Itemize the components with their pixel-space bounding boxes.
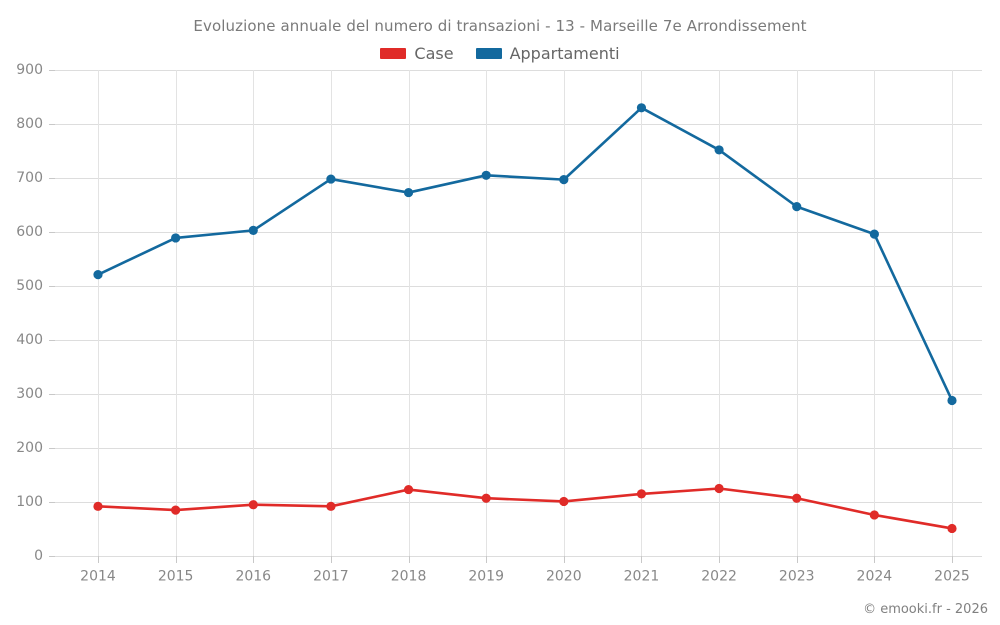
data-point-case-2014[interactable] — [93, 501, 103, 511]
y-axis-tick-label: 500 — [16, 278, 43, 294]
legend-label-appartamenti: Appartamenti — [509, 44, 620, 63]
y-axis-tick-label: 600 — [16, 224, 43, 240]
x-axis-tick-label: 2020 — [546, 569, 582, 585]
y-axis-tick-label: 300 — [16, 386, 43, 402]
data-point-appartamenti-2022[interactable] — [714, 145, 724, 155]
x-axis-tick-label: 2024 — [857, 569, 893, 585]
data-point-appartamenti-2014[interactable] — [93, 270, 103, 280]
data-point-case-2025[interactable] — [947, 523, 957, 534]
data-point-case-2024[interactable] — [869, 510, 879, 520]
data-point-case-2019[interactable] — [481, 493, 491, 503]
x-axis-tick-label: 2014 — [80, 569, 116, 585]
data-point-appartamenti-2015[interactable] — [171, 233, 181, 243]
data-point-appartamenti-2023[interactable] — [792, 202, 802, 212]
data-point-appartamenti-2019[interactable] — [481, 170, 491, 180]
x-axis-tick-label: 2019 — [468, 569, 504, 585]
y-axis-tick-label: 700 — [16, 170, 43, 186]
y-axis-tick-label: 200 — [16, 440, 43, 456]
x-axis-tick-label: 2017 — [313, 569, 349, 585]
y-axis-tick-label: 400 — [16, 332, 43, 348]
data-point-case-2015[interactable] — [171, 505, 181, 515]
data-point-appartamenti-2025[interactable] — [947, 395, 957, 406]
credit-text: © emooki.fr - 2026 — [863, 602, 988, 617]
x-axis-tick-label: 2023 — [779, 569, 815, 585]
data-point-case-2022[interactable] — [714, 483, 724, 494]
data-point-case-2017[interactable] — [326, 501, 336, 511]
data-point-case-2020[interactable] — [559, 496, 569, 507]
data-point-case-2018[interactable] — [403, 484, 414, 495]
x-axis-tick-label: 2018 — [391, 569, 427, 585]
data-point-appartamenti-2018[interactable] — [403, 187, 414, 198]
legend-item-appartamenti[interactable]: Appartamenti — [475, 44, 620, 63]
legend-label-case: Case — [414, 44, 454, 63]
chart-legend: Case Appartamenti — [0, 44, 1000, 63]
data-point-case-2021[interactable] — [636, 489, 647, 499]
data-point-case-2016[interactable] — [248, 500, 258, 510]
chart-title: Evoluzione annuale del numero di transaz… — [193, 17, 807, 35]
x-axis-tick-label: 2025 — [934, 569, 970, 585]
x-axis-tick-label: 2016 — [235, 569, 271, 585]
data-point-case-2023[interactable] — [792, 493, 802, 503]
y-axis-tick-label: 100 — [16, 494, 43, 510]
x-axis-tick-label: 2015 — [158, 569, 194, 585]
data-point-appartamenti-2016[interactable] — [248, 225, 258, 235]
legend-swatch-case — [380, 48, 407, 59]
y-axis-tick-label: 0 — [34, 548, 43, 564]
data-point-appartamenti-2017[interactable] — [326, 174, 336, 184]
y-axis-tick-label: 900 — [16, 62, 43, 78]
y-axis-tick-label: 800 — [16, 116, 43, 132]
x-axis-tick-label: 2021 — [624, 569, 660, 585]
x-axis-tick-label: 2022 — [701, 569, 737, 585]
series-line-case — [96, 487, 954, 530]
data-point-appartamenti-2024[interactable] — [869, 229, 879, 239]
legend-item-case[interactable]: Case — [380, 44, 454, 63]
series-line-appartamenti — [96, 106, 954, 402]
legend-swatch-appartamenti — [475, 48, 502, 59]
data-point-appartamenti-2021[interactable] — [636, 103, 647, 113]
data-point-appartamenti-2020[interactable] — [559, 175, 569, 185]
